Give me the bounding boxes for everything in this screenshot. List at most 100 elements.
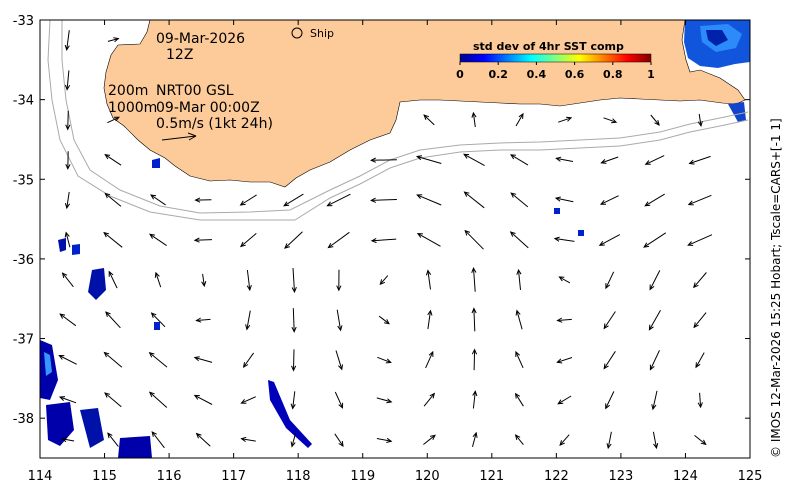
current-arrow [688, 155, 711, 165]
current-arrow [515, 112, 524, 127]
current-arrow [425, 269, 432, 290]
current-arrow [195, 317, 211, 323]
current-arrow [193, 237, 213, 243]
current-arrow [58, 396, 77, 404]
current-arrow [556, 317, 572, 323]
current-arrow [603, 351, 616, 370]
current-arrow [514, 392, 524, 407]
current-arrow [644, 155, 665, 165]
current-arrow [334, 391, 344, 409]
current-arrow [650, 114, 660, 126]
current-arrow [697, 113, 703, 128]
current-arrow [377, 356, 392, 364]
current-arrow [242, 352, 255, 368]
colorbar-tick-label: 0 [456, 68, 464, 81]
colorbar-title: std dev of 4hr SST comp [473, 40, 624, 53]
current-arrow [246, 269, 252, 292]
current-arrow [463, 153, 485, 167]
current-arrow [61, 272, 74, 288]
current-arrow [240, 396, 257, 404]
current-arrow [149, 233, 167, 247]
current-arrow [193, 356, 213, 363]
ship-marker-icon [291, 27, 303, 39]
current-arrow [463, 191, 485, 209]
current-arrow [652, 431, 659, 450]
current-arrow [423, 434, 436, 445]
current-arrow [603, 117, 618, 124]
current-arrow [104, 392, 122, 408]
y-tick-label: -36 [13, 253, 34, 268]
credit-text: © IMOS 12-Mar-2026 15:25 Hobart; Tscale=… [769, 118, 783, 458]
current-arrow [104, 154, 122, 166]
current-arrow [464, 229, 484, 250]
current-arrow [423, 114, 435, 126]
current-arrow [425, 350, 434, 369]
current-arrow [643, 232, 667, 248]
x-tick-label: 119 [350, 469, 375, 484]
current-arrow [336, 309, 343, 332]
current-arrow [378, 315, 390, 325]
current-arrow [291, 349, 297, 372]
current-arrow [471, 307, 477, 332]
current-arrow [239, 194, 257, 206]
current-arrow [559, 434, 570, 446]
current-arrow [104, 192, 122, 207]
current-arrow [605, 271, 615, 290]
current-arrow [64, 70, 71, 91]
current-arrow [472, 390, 478, 409]
current-arrow [245, 310, 251, 331]
current-arrow [416, 233, 441, 247]
current-arrow [148, 352, 168, 368]
current-arrow [107, 116, 120, 124]
current-arrow [370, 237, 397, 244]
current-arrow [416, 194, 442, 206]
current-arrow [471, 111, 477, 128]
y-axis: -33 -34 -35 -36 -37 -38 [13, 14, 750, 427]
y-tick-label: -33 [13, 14, 34, 29]
current-arrow [554, 196, 574, 203]
current-arrow [65, 151, 71, 170]
current-arrow [415, 155, 442, 164]
map-time: 12Z [166, 47, 193, 63]
x-tick-label: 124 [673, 469, 698, 484]
current-arrow [103, 351, 123, 368]
current-arrow [107, 432, 119, 447]
current-arrow [107, 37, 120, 43]
current-arrow [283, 193, 304, 207]
current-arrow [327, 231, 350, 249]
x-tick-label: 115 [92, 469, 117, 484]
current-arrow [376, 437, 393, 443]
y-tick-label: -35 [13, 173, 34, 188]
current-arrow [553, 236, 575, 242]
current-arrow [648, 309, 661, 331]
current-arrow [687, 234, 713, 246]
colorbar-tick-label: 0.8 [603, 68, 623, 81]
current-arrow [510, 154, 529, 166]
y-tick-label: -37 [13, 333, 34, 348]
x-tick-label: 117 [221, 469, 246, 484]
x-tick-label: 122 [544, 469, 569, 484]
current-arrow [64, 191, 71, 210]
contour-200m [61, 20, 749, 214]
current-arrow [695, 352, 705, 369]
scale-arrow [161, 132, 197, 141]
current-arrow [284, 231, 303, 249]
current-arrow [510, 192, 529, 208]
bathymetry-contours [47, 19, 749, 221]
current-arrow [600, 156, 619, 164]
current-arrow [240, 436, 256, 443]
current-arrow [558, 276, 571, 284]
current-arrow [599, 195, 619, 205]
current-arrow [427, 309, 433, 330]
colorbar-gradient [459, 53, 652, 63]
current-arrow [326, 193, 351, 207]
current-arrow [606, 431, 612, 450]
contour-1000m [47, 19, 749, 221]
current-arrow [335, 350, 343, 371]
x-tick-label: 123 [608, 469, 633, 484]
colorbar-tick-label: 0.4 [527, 68, 547, 81]
current-arrow [290, 433, 296, 448]
contour-label-200m: 200m [108, 83, 148, 99]
current-arrow [693, 272, 707, 289]
colorbar-tick-label: 1 [647, 68, 655, 81]
